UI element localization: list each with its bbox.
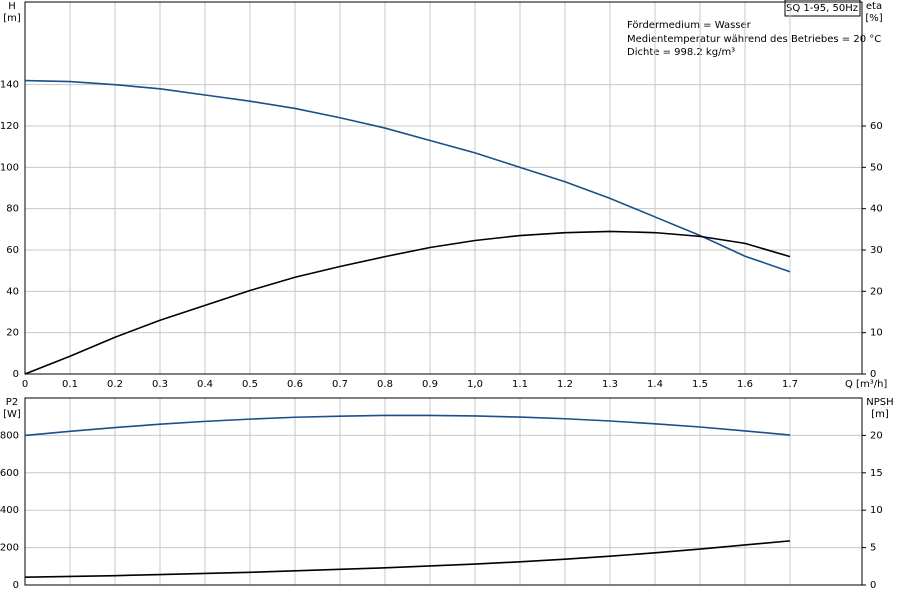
x-axis-label: Q [m³/h] [845, 379, 887, 390]
y2-axis-label: NPSH [866, 397, 893, 408]
y2-tick-label: 60 [870, 121, 883, 132]
y2-tick-label: 20 [870, 286, 883, 297]
plot-frame [24, 1, 863, 375]
y-tick-label: 20 [6, 328, 19, 339]
x-tick-label: 1.1 [512, 379, 528, 390]
x-tick-label: 0.8 [377, 379, 393, 390]
x-tick-label: 1.2 [557, 379, 573, 390]
x-tick-label: 0.1 [62, 379, 78, 390]
annotation: Medientemperatur während des Betriebes =… [627, 34, 881, 45]
x-tick-label: 0 [22, 379, 28, 390]
x-tick-label: 0.4 [197, 379, 213, 390]
curve [24, 79, 791, 273]
y2-tick-label: 30 [870, 245, 883, 256]
x-tick-label: 1.6 [737, 379, 753, 390]
y2-tick-label: 5 [870, 543, 876, 554]
x-tick-label: 0.3 [152, 379, 168, 390]
x-tick-label: 0.5 [242, 379, 258, 390]
y-tick-label: 140 [0, 80, 19, 91]
y2-tick-label: 10 [870, 505, 883, 516]
y-tick-label: 400 [0, 505, 19, 516]
y2-tick-label: 40 [870, 204, 883, 215]
y-tick-label: 200 [0, 543, 19, 554]
x-tick-label: 1.3 [602, 379, 618, 390]
y-tick-label: 0 [13, 369, 19, 380]
y-tick-label: 800 [0, 430, 19, 441]
y-axis-unit: [W] [3, 409, 21, 420]
x-tick-label: 1.4 [647, 379, 663, 390]
y-axis-unit: [m] [3, 13, 21, 24]
y2-tick-label: 10 [870, 328, 883, 339]
x-tick-label: 0.6 [287, 379, 303, 390]
curve [24, 540, 791, 578]
curve [24, 414, 791, 437]
y2-axis-unit: [%] [865, 13, 882, 24]
x-tick-label: 1.7 [782, 379, 798, 390]
annotation: Fördermedium = Wasser [627, 20, 752, 31]
y-tick-label: 80 [6, 204, 19, 215]
x-tick-label: 0.9 [422, 379, 438, 390]
y-tick-label: 120 [0, 121, 19, 132]
y2-tick-label: 50 [870, 162, 883, 173]
y2-tick-label: 15 [870, 468, 883, 479]
x-tick-label: 1.5 [692, 379, 708, 390]
annotation: Dichte = 998.2 kg/m³ [627, 47, 735, 58]
x-tick-label: 1,0 [467, 379, 483, 390]
y-axis-label: H [8, 1, 16, 12]
curve [24, 230, 791, 375]
y2-axis-label: eta [866, 1, 882, 12]
chart-title: SQ 1-95, 50Hz [786, 3, 858, 14]
y-tick-label: 100 [0, 162, 19, 173]
x-tick-label: 0.2 [107, 379, 123, 390]
y2-tick-label: 20 [870, 430, 883, 441]
x-tick-label: 0.7 [332, 379, 348, 390]
y2-axis-unit: [m] [871, 409, 889, 420]
y-tick-label: 40 [6, 286, 19, 297]
y2-tick-label: 0 [870, 369, 876, 380]
title-box [784, 0, 861, 17]
y-tick-label: 60 [6, 245, 19, 256]
plot-frame [24, 397, 863, 586]
y-tick-label: 0 [13, 580, 19, 591]
y-axis-label: P2 [6, 397, 18, 408]
y2-tick-label: 0 [870, 580, 876, 591]
y-tick-label: 600 [0, 468, 19, 479]
